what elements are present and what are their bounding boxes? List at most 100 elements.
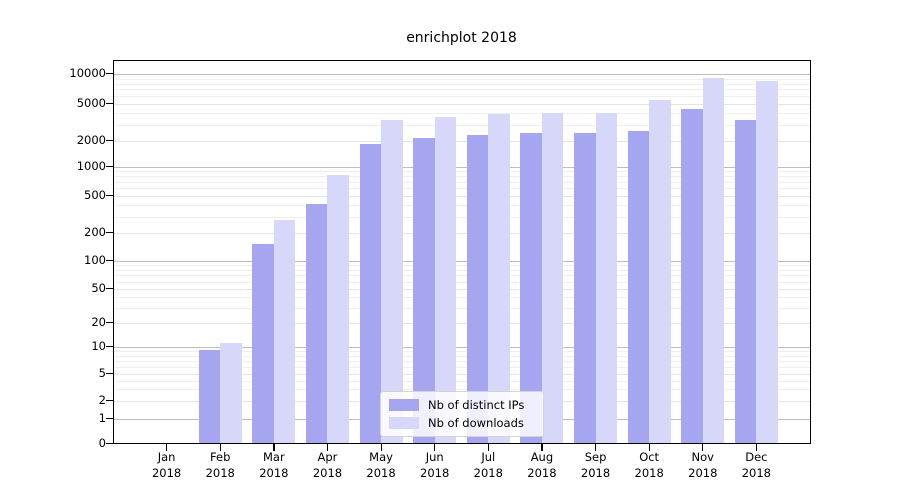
legend-label-downloads: Nb of downloads	[428, 416, 524, 430]
gridline-y-900	[114, 171, 810, 173]
x-tick-label-sep: Sep 2018	[564, 449, 628, 481]
y-tick-mark-1000	[106, 165, 113, 167]
gridline-y-3000	[114, 124, 810, 126]
gridline-y-5000	[114, 104, 810, 105]
legend-label-distinct-ips: Nb of distinct IPs	[428, 398, 525, 412]
x-tick-month: Dec	[745, 450, 768, 464]
y-tick-label-0: 0	[98, 436, 106, 450]
gridline-y-9000	[114, 78, 810, 80]
gridline-y-100	[114, 261, 810, 262]
bar-downloads-jul	[488, 114, 510, 443]
gridline-y-60	[114, 281, 810, 283]
gridline-y-10	[114, 347, 810, 348]
bar-downloads-sep	[595, 112, 618, 443]
x-tick-label-jan: Jan 2018	[135, 449, 199, 481]
gridline-y-600	[114, 188, 810, 190]
gridline-y-50	[114, 289, 810, 290]
x-tick-year: 2018	[366, 466, 396, 480]
gridline-y-6	[114, 366, 810, 368]
x-tick-month: Feb	[210, 450, 231, 464]
x-tick-label-may: May 2018	[349, 449, 413, 481]
gridline-y-800	[114, 176, 810, 178]
y-tick-label-100: 100	[84, 253, 106, 267]
y-tick-mark-50	[106, 287, 113, 289]
x-tick-year: 2018	[259, 466, 289, 480]
legend-entry-distinct-ips: Nb of distinct IPs	[389, 398, 535, 412]
y-tick-mark-2000	[106, 139, 113, 141]
bar-downloads-nov	[702, 77, 725, 443]
legend-entry-downloads: Nb of downloads	[389, 416, 535, 430]
y-tick-label-20: 20	[91, 315, 106, 329]
gridline-y-200	[114, 233, 810, 234]
gridline-y-7	[114, 360, 810, 362]
bar-downloads-may	[381, 119, 403, 443]
x-tick-label-jun: Jun 2018	[403, 449, 467, 481]
x-tick-year: 2018	[312, 466, 343, 480]
y-tick-label-2: 2	[98, 393, 106, 407]
y-tick-mark-2	[106, 399, 113, 401]
bar-ips-apr	[305, 204, 328, 443]
gridline-y-70	[114, 275, 810, 277]
x-tick-label-nov: Nov 2018	[671, 449, 735, 481]
x-tick-year: 2018	[527, 466, 557, 480]
bar-ips-nov	[681, 109, 703, 443]
legend-swatch-downloads	[389, 417, 419, 429]
x-tick-month: Jul	[481, 450, 496, 464]
x-tick-mark-may	[380, 444, 382, 451]
gridline-y-3	[114, 389, 810, 391]
bar-downloads-aug	[541, 112, 564, 443]
gridline-y-700	[114, 181, 810, 183]
x-tick-year: 2018	[151, 466, 182, 480]
gridline-y-10000	[114, 74, 810, 75]
gridline-y-2000	[114, 141, 810, 142]
gridline-y-500	[114, 196, 810, 197]
x-tick-mark-dec	[755, 444, 758, 451]
x-tick-label-oct: Oct 2018	[617, 449, 681, 481]
gridline-y-4	[114, 380, 810, 382]
bar-downloads-apr	[327, 175, 349, 443]
x-tick-label-feb: Feb 2018	[188, 449, 252, 481]
bar-ips-mar	[252, 243, 274, 443]
y-tick-mark-5	[106, 372, 113, 374]
y-tick-mark-100	[106, 259, 113, 261]
x-tick-year: 2018	[473, 466, 503, 480]
y-tick-label-500: 500	[84, 188, 106, 202]
x-tick-mark-jul	[487, 444, 489, 451]
gridline-y-400	[114, 205, 810, 206]
x-tick-month: Jan	[157, 450, 176, 464]
y-tick-label-1000: 1000	[76, 159, 106, 173]
y-tick-label-10000: 10000	[69, 66, 106, 80]
x-tick-label-jul: Jul 2018	[456, 449, 520, 481]
x-tick-month: May	[369, 450, 393, 464]
y-tick-label-50: 50	[91, 281, 106, 295]
gridline-y-90	[114, 265, 810, 267]
x-tick-mark-aug	[541, 444, 543, 451]
y-tick-label-10: 10	[91, 339, 106, 353]
x-tick-month: Sep	[584, 450, 607, 464]
y-tick-mark-200	[106, 231, 113, 233]
gridline-y-30	[114, 307, 810, 309]
y-tick-label-2000: 2000	[76, 133, 106, 147]
x-tick-mark-mar	[273, 444, 275, 451]
bar-downloads-dec	[756, 81, 778, 443]
x-tick-mark-sep	[595, 444, 597, 451]
y-tick-label-5000: 5000	[76, 96, 106, 110]
bar-ips-may	[359, 143, 382, 443]
x-tick-month: Aug	[530, 450, 554, 464]
gridline-y-300	[114, 216, 810, 218]
gridline-y-8000	[114, 83, 810, 85]
x-tick-month: Nov	[691, 450, 714, 464]
x-tick-label-apr: Apr 2018	[295, 449, 359, 481]
x-tick-month: Jun	[425, 450, 444, 464]
bar-downloads-mar	[273, 219, 296, 443]
bar-ips-oct	[627, 130, 650, 443]
y-tick-label-1: 1	[98, 411, 106, 425]
bar-ips-dec	[734, 119, 757, 443]
x-tick-mark-jun	[434, 444, 436, 451]
bar-downloads-oct	[649, 100, 671, 443]
gridline-y-1000	[114, 167, 810, 168]
gridline-y-8	[114, 355, 810, 357]
y-tick-mark-10	[106, 345, 113, 347]
y-tick-label-5: 5	[98, 366, 106, 380]
